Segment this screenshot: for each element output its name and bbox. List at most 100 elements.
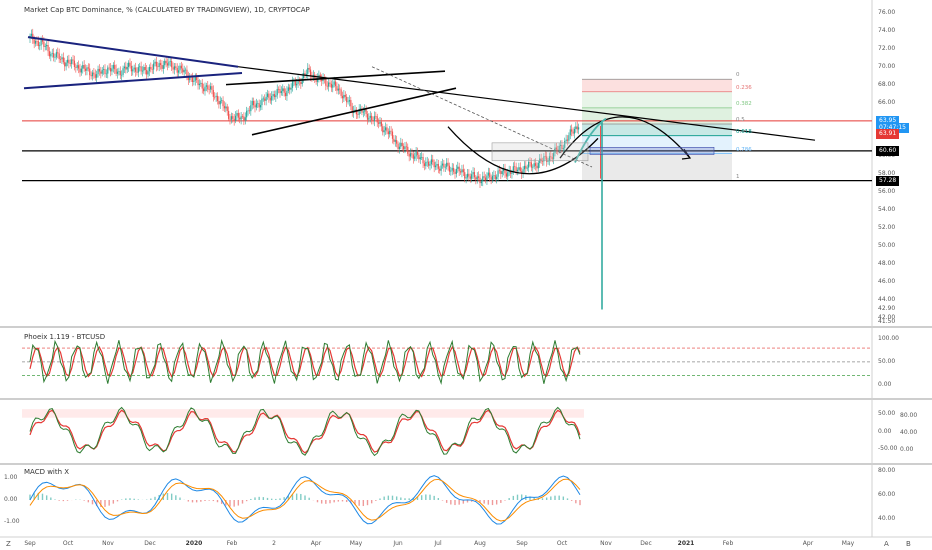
candle-body	[41, 39, 44, 42]
macd-histogram-bar	[191, 500, 194, 503]
macd-histogram-bar	[33, 493, 35, 500]
candle-body	[397, 143, 399, 149]
candle-body	[343, 94, 345, 99]
long-downtrend-line	[237, 66, 816, 141]
candle-body	[47, 45, 49, 52]
candle-body	[97, 68, 99, 75]
candle-body	[129, 62, 131, 66]
candle-body	[458, 166, 460, 172]
candle-body	[408, 153, 410, 157]
macd-histogram-bar	[87, 500, 90, 503]
candle-body	[293, 80, 295, 82]
candle-body	[175, 66, 177, 68]
y-tick-label: 58.00	[878, 170, 896, 178]
candle-body	[340, 89, 342, 96]
candle-body	[389, 130, 391, 135]
candle-body	[229, 118, 231, 120]
macd-histogram-bar	[50, 497, 52, 500]
candle-body	[347, 101, 349, 103]
macd-histogram-bar	[404, 498, 406, 500]
macd-histogram-bar	[408, 498, 410, 500]
candle-body	[466, 173, 469, 178]
axis-mode-a-button[interactable]: A	[884, 540, 889, 548]
candle-body	[297, 79, 299, 84]
candle-body	[146, 69, 148, 75]
macd-histogram-bar	[287, 495, 290, 500]
candle-body	[350, 100, 352, 107]
macd-histogram-bar	[66, 500, 69, 501]
candle-body	[437, 163, 439, 169]
candle-body	[534, 163, 537, 166]
candle-body	[290, 87, 292, 90]
candle-body	[398, 146, 401, 149]
candle-body	[189, 76, 191, 81]
candle-body	[489, 172, 491, 178]
axis-mode-b-button[interactable]: B	[906, 540, 911, 548]
macd-histogram-bar	[220, 500, 223, 504]
candle-body	[316, 78, 319, 82]
zoom-button[interactable]: Z	[6, 540, 11, 548]
fib-level-label: 0.5	[736, 117, 745, 124]
candle-body	[268, 93, 270, 98]
candle-body	[505, 173, 507, 177]
candle-body	[362, 111, 364, 113]
macd-histogram-bar	[462, 500, 465, 504]
x-tick-label: Apr	[310, 540, 322, 547]
candle-body	[104, 69, 106, 74]
candle-body	[441, 163, 444, 166]
candle-body	[337, 88, 339, 91]
candle-body	[159, 63, 162, 65]
candle-body	[118, 71, 120, 72]
macd-y-tick: 0.00	[4, 496, 18, 503]
candle-body	[384, 127, 387, 131]
candle-body	[162, 65, 164, 69]
candle-body	[204, 86, 206, 92]
osc-y-tick: 0.00	[878, 380, 892, 388]
candle-body	[207, 85, 209, 90]
candle-body	[196, 76, 198, 81]
candle-body	[87, 67, 89, 69]
macd-right-tick: 80.00	[878, 467, 896, 474]
candle-body	[212, 90, 214, 97]
macd-histogram-bar	[41, 493, 44, 500]
candle-body	[468, 173, 470, 177]
candle-body	[64, 62, 66, 67]
candle-body	[278, 88, 280, 90]
candle-body	[565, 139, 567, 142]
candle-body	[372, 120, 374, 122]
candle-body	[33, 39, 35, 44]
candle-body	[132, 69, 134, 72]
y-tick-label: 41.50	[878, 318, 896, 325]
candle-body	[164, 60, 166, 66]
candle-body	[214, 96, 216, 98]
fib-level-label: 1	[736, 173, 740, 180]
candle-body	[497, 170, 499, 177]
fib-level-label: 0.618	[736, 128, 752, 135]
candle-body	[341, 95, 344, 99]
candle-body	[141, 70, 144, 72]
candle-body	[400, 142, 402, 147]
x-tick-label: Dec	[144, 540, 156, 547]
candle-body	[416, 151, 419, 155]
candle-body	[151, 69, 153, 70]
candle-body	[447, 162, 449, 166]
macd-histogram-bar	[166, 493, 169, 500]
candle-body	[301, 78, 303, 85]
macd-histogram-bar	[225, 500, 227, 506]
candle-body	[391, 131, 394, 139]
candle-body	[36, 40, 38, 42]
macd-histogram-bar	[333, 500, 335, 503]
candle-body	[548, 156, 551, 162]
candle-body	[494, 175, 496, 180]
candle-body	[540, 158, 542, 162]
macd-histogram-bar	[58, 500, 60, 501]
fib-level-label: 0	[736, 72, 740, 79]
candle-body	[322, 78, 324, 82]
macd-histogram-bar	[383, 496, 385, 500]
candle-body	[529, 162, 531, 163]
candle-body	[272, 94, 274, 97]
candle-body	[282, 88, 284, 92]
candle-body	[446, 162, 448, 167]
candle-body	[376, 116, 378, 123]
